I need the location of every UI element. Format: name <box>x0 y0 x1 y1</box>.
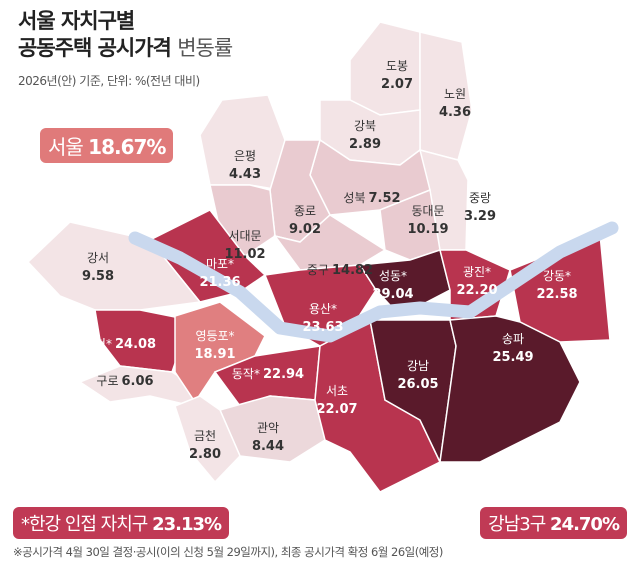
district-label: 용산* 23.63 <box>302 302 343 335</box>
district-name: 성북 <box>343 191 365 205</box>
district-value: 22.20 <box>456 283 497 298</box>
gangnam-value: 24.70% <box>550 514 620 535</box>
district-name: 용산* <box>309 302 337 316</box>
district-name: 중랑 <box>469 191 491 205</box>
district-value: 21.36 <box>199 275 240 290</box>
district-name: 성동* <box>379 269 407 283</box>
district-value: 25.49 <box>492 350 533 365</box>
district-value: 2.07 <box>381 77 413 92</box>
district-name: 동대문 <box>411 204 444 218</box>
district-value: 8.44 <box>252 439 284 454</box>
district-name: 강동* <box>543 269 571 283</box>
hangang-label: *한강 인접 자치구 <box>21 514 148 535</box>
han-river <box>128 221 619 343</box>
district-name: 송파 <box>502 332 524 346</box>
district-label: 중랑 3.29 <box>464 191 496 224</box>
district-label: 노원 4.36 <box>439 87 471 120</box>
district-name: 동작* <box>232 367 260 381</box>
district-value: 3.29 <box>464 209 496 224</box>
district-name: 중구 <box>307 263 329 277</box>
district-label: 금천 2.80 <box>189 428 221 462</box>
footnote: ※공시가격 4월 30일 결정·공시(이의 신청 5월 29일까지), 최종 공… <box>13 545 443 559</box>
gangnam3-badge: 강남3구 24.70% <box>480 507 627 539</box>
district-17 <box>174 395 241 484</box>
district-name: 관악 <box>257 421 279 435</box>
district-name: 광진* <box>463 265 491 279</box>
district-label: 마포* 21.36 <box>199 257 240 290</box>
district-label: 강서 9.58 <box>82 251 114 284</box>
district-label: 성동* 29.04 <box>372 269 413 302</box>
district-label: 서대문 11.02 <box>224 229 265 262</box>
district-label: 양천* 24.08 <box>84 336 156 352</box>
district-name: 금천 <box>194 428 216 443</box>
district-value: 2.80 <box>189 447 221 462</box>
district-name: 구로 <box>96 374 118 388</box>
seoul-value: 18.67% <box>88 135 166 159</box>
district-label: 성북 7.52 <box>343 191 400 206</box>
hangang-badge: *한강 인접 자치구 23.13% <box>13 507 230 539</box>
district-value: 22.58 <box>536 287 577 302</box>
district-name: 강남 <box>407 359 429 373</box>
district-name: 서대문 <box>228 229 261 243</box>
district-value: 22.07 <box>316 402 357 417</box>
district-value: 7.52 <box>369 191 401 206</box>
district-value: 10.19 <box>407 222 448 237</box>
seoul-average-badge: 서울 18.67% <box>40 128 174 163</box>
district-value: 4.43 <box>229 167 261 182</box>
district-name: 양천* <box>84 336 112 351</box>
district-value: 6.06 <box>122 374 154 389</box>
district-11 <box>26 221 202 311</box>
district-name: 종로 <box>294 204 316 218</box>
district-value: 4.36 <box>439 105 471 120</box>
district-value: 9.58 <box>82 269 114 284</box>
district-label: 동대문 10.19 <box>407 204 448 237</box>
title-light: 변동률 <box>177 36 233 60</box>
district-name: 강서 <box>87 251 109 265</box>
district-24 <box>439 315 581 463</box>
district-name: 도봉 <box>386 59 408 73</box>
district-label: 송파 25.49 <box>492 332 533 365</box>
district-value: 29.04 <box>372 287 413 302</box>
title-line-1: 서울 자치구별 <box>18 9 135 33</box>
district-label: 관악 8.44 <box>252 421 284 454</box>
district-value: 26.05 <box>397 377 438 392</box>
district-label: 강남 26.05 <box>397 359 438 392</box>
district-label: 종로 9.02 <box>289 204 321 237</box>
district-label: 강동* 22.58 <box>536 269 577 302</box>
district-value: 24.08 <box>115 337 156 352</box>
district-name: 은평 <box>234 149 256 163</box>
district-name: 노원 <box>444 87 466 101</box>
page-title: 서울 자치구별 공동주택 공시가격 변동률 <box>18 8 233 62</box>
district-name: 서초 <box>326 384 348 398</box>
district-value: 22.94 <box>263 367 304 382</box>
district-label: 도봉 2.07 <box>381 59 413 92</box>
title-bold: 공동주택 공시가격 <box>18 36 172 60</box>
subtitle: 2026년(안) 기준, 단위: %(전년 대비) <box>18 74 200 88</box>
title-line-2: 공동주택 공시가격 변동률 <box>18 35 233 62</box>
district-value: 23.63 <box>302 320 343 335</box>
district-name: 마포* <box>206 257 234 271</box>
district-label: 영등포* 18.91 <box>194 329 235 362</box>
district-value: 11.02 <box>224 247 265 262</box>
district-value: 2.89 <box>349 137 381 152</box>
district-label: 구로 6.06 <box>96 374 153 389</box>
gangnam-label: 강남3구 <box>488 514 546 535</box>
district-value: 18.91 <box>194 347 235 362</box>
district-label: 중구 14.82 <box>307 263 373 278</box>
district-label: 서초 22.07 <box>316 384 357 417</box>
hangang-value: 23.13% <box>152 514 222 535</box>
district-label: 은평 4.43 <box>229 149 261 182</box>
district-value: 9.02 <box>289 222 321 237</box>
district-value: 14.82 <box>332 263 373 278</box>
district-label: 동작* 22.94 <box>232 367 304 382</box>
district-name: 영등포* <box>195 329 234 343</box>
district-name: 강북 <box>354 119 376 133</box>
district-label: 광진* 22.20 <box>456 265 497 298</box>
seoul-label: 서울 <box>48 135 84 159</box>
district-label: 강북 2.89 <box>349 119 381 152</box>
